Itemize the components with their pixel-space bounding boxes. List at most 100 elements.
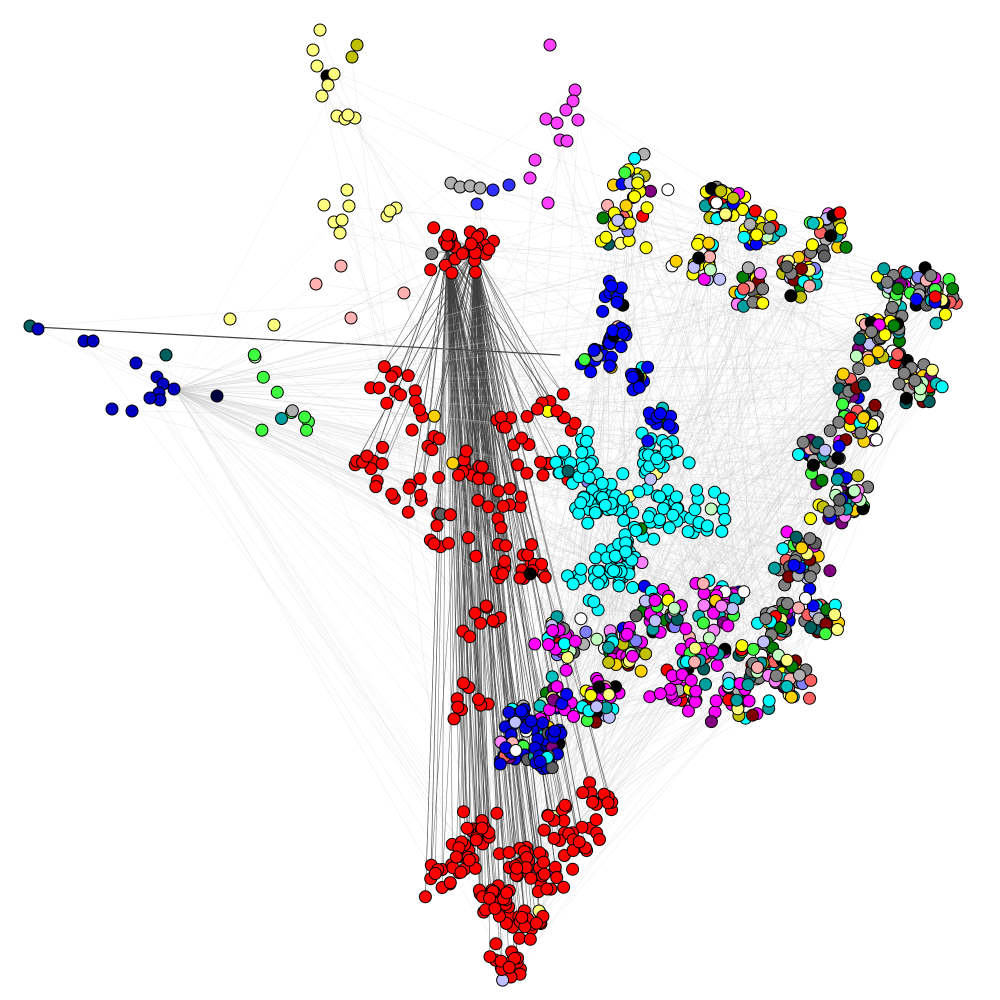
graph-node bbox=[702, 631, 716, 645]
graph-node bbox=[401, 369, 415, 383]
graph-edge bbox=[626, 543, 789, 577]
graph-node bbox=[427, 221, 441, 235]
graph-node bbox=[653, 513, 667, 527]
graph-edge bbox=[174, 389, 744, 592]
graph-edge bbox=[473, 249, 517, 876]
graph-edge bbox=[580, 277, 757, 503]
graph-edge bbox=[437, 249, 475, 514]
graph-node bbox=[502, 960, 516, 974]
graph-edge bbox=[539, 663, 754, 766]
graph-node bbox=[589, 813, 603, 827]
graph-edge bbox=[551, 264, 695, 624]
graph-node bbox=[631, 176, 645, 190]
graph-edge bbox=[83, 340, 504, 900]
graph-node bbox=[418, 890, 432, 904]
graph-edge bbox=[627, 230, 630, 497]
graph-node bbox=[721, 619, 735, 633]
graph-node bbox=[696, 616, 710, 630]
graph-node bbox=[397, 286, 411, 300]
graph-node bbox=[369, 480, 383, 494]
graph-edge bbox=[323, 204, 629, 232]
graph-node bbox=[805, 238, 819, 252]
graph-edge bbox=[174, 389, 525, 852]
graph-node bbox=[514, 704, 528, 718]
graph-node bbox=[479, 599, 493, 613]
graph-node bbox=[537, 855, 550, 869]
graph-node bbox=[572, 835, 586, 849]
graph-node bbox=[548, 724, 562, 738]
graph-node bbox=[496, 567, 510, 581]
graph-node bbox=[900, 391, 913, 405]
graph-node bbox=[836, 367, 850, 381]
graph-node bbox=[789, 530, 803, 544]
graph-node bbox=[452, 468, 466, 482]
graph-node bbox=[823, 424, 837, 438]
graph-edge bbox=[473, 249, 480, 834]
graph-node bbox=[566, 577, 580, 591]
graph-node bbox=[589, 551, 603, 565]
graph-node bbox=[432, 432, 446, 446]
graph-node bbox=[670, 444, 684, 458]
graph-edge bbox=[174, 370, 908, 391]
graph-node bbox=[602, 655, 616, 669]
graph-node bbox=[547, 831, 561, 845]
graph-edge bbox=[473, 249, 552, 411]
graph-node bbox=[667, 601, 681, 615]
graph-node bbox=[823, 564, 837, 578]
graph-edge bbox=[174, 389, 459, 476]
graph-node bbox=[741, 678, 755, 692]
graph-edge bbox=[543, 230, 773, 863]
graph-edge bbox=[174, 389, 479, 479]
graph-edge bbox=[174, 389, 500, 917]
graph-node bbox=[620, 627, 634, 641]
graph-node bbox=[626, 581, 640, 594]
graph-node bbox=[830, 623, 844, 636]
graph-node bbox=[559, 663, 573, 677]
graph-edge bbox=[553, 276, 809, 839]
graph-node bbox=[819, 627, 832, 641]
graph-node bbox=[737, 282, 750, 296]
graph-edge bbox=[174, 348, 859, 391]
graph-node bbox=[559, 103, 573, 117]
graph-edge bbox=[174, 389, 637, 616]
graph-edge bbox=[609, 210, 756, 339]
graph-node bbox=[475, 460, 489, 474]
graph-node bbox=[703, 250, 717, 264]
graph-node bbox=[125, 404, 139, 418]
graph-node bbox=[780, 653, 794, 667]
graph-node bbox=[697, 598, 711, 612]
graph-edge bbox=[174, 389, 612, 504]
graph-node bbox=[515, 910, 529, 924]
graph-node bbox=[887, 319, 901, 333]
graph-node bbox=[669, 254, 683, 268]
graph-edge bbox=[766, 382, 923, 676]
graph-edge bbox=[511, 483, 817, 953]
graph-edge bbox=[596, 566, 803, 713]
graph-node bbox=[413, 472, 427, 486]
graph-node bbox=[626, 370, 640, 384]
graph-node bbox=[298, 410, 312, 424]
node-layer bbox=[23, 23, 963, 987]
graph-edge bbox=[446, 249, 485, 913]
graph-node bbox=[762, 694, 776, 708]
graph-node bbox=[380, 396, 394, 410]
graph-edge bbox=[473, 249, 564, 395]
graph-edge bbox=[446, 249, 506, 428]
graph-edge bbox=[473, 249, 542, 924]
graph-node bbox=[852, 362, 866, 376]
graph-node bbox=[629, 634, 643, 648]
graph-node bbox=[743, 217, 757, 231]
graph-node bbox=[372, 381, 386, 395]
graph-node bbox=[924, 269, 938, 282]
graph-node bbox=[629, 524, 643, 537]
graph-node bbox=[413, 403, 426, 417]
graph-node bbox=[498, 554, 512, 568]
graph-edge bbox=[407, 249, 475, 513]
graph-node bbox=[576, 461, 590, 475]
graph-node bbox=[703, 263, 717, 277]
graph-node bbox=[735, 639, 749, 653]
graph-edge bbox=[441, 249, 448, 870]
graph-node bbox=[523, 171, 537, 185]
graph-node bbox=[511, 458, 525, 472]
graph-node bbox=[432, 471, 446, 485]
